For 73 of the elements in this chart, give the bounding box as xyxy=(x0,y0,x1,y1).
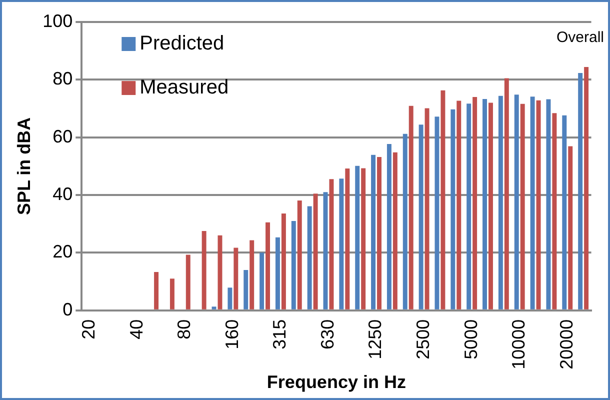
bar xyxy=(228,288,232,310)
bar xyxy=(297,200,302,310)
y-tick-label: 100 xyxy=(42,10,73,31)
bar xyxy=(244,270,248,310)
x-tick-label: 20 xyxy=(78,319,99,340)
bar xyxy=(440,90,446,310)
bar xyxy=(402,134,408,310)
bar xyxy=(456,100,462,310)
x-tick-label: 2500 xyxy=(413,319,434,360)
bar xyxy=(154,272,159,310)
bar xyxy=(488,102,493,310)
legend-label: Predicted xyxy=(140,32,224,55)
bar xyxy=(361,168,366,310)
bar xyxy=(386,144,392,310)
bar xyxy=(260,252,264,310)
bar xyxy=(329,179,334,310)
bar xyxy=(546,99,551,310)
y-axis-title: SPL in dBA xyxy=(14,117,34,216)
y-tick-label: 60 xyxy=(52,126,73,146)
bar xyxy=(530,96,535,310)
bar xyxy=(568,146,573,310)
y-tick-label: 80 xyxy=(52,68,73,89)
bar xyxy=(250,240,254,310)
bar xyxy=(281,213,286,310)
bar xyxy=(313,194,318,310)
bar xyxy=(514,94,519,310)
x-tick-label: 40 xyxy=(126,319,146,340)
bar xyxy=(323,192,328,310)
bar xyxy=(472,96,478,310)
x-tick-label: 5000 xyxy=(460,319,481,360)
bar xyxy=(307,206,312,310)
bar xyxy=(418,124,424,310)
y-tick-label: 40 xyxy=(52,184,73,204)
bar xyxy=(578,73,583,310)
x-tick-label: 20000 xyxy=(556,319,576,370)
x-tick-label: 630 xyxy=(317,319,338,350)
bar xyxy=(392,152,398,310)
bar xyxy=(275,237,280,310)
bar xyxy=(552,113,557,310)
bar xyxy=(212,306,216,310)
bar xyxy=(520,104,525,310)
bar xyxy=(355,166,360,310)
x-tick-label: 315 xyxy=(270,319,290,350)
bar xyxy=(434,116,440,310)
bar xyxy=(186,254,190,310)
x-tick-label: 10000 xyxy=(508,319,529,370)
bar xyxy=(266,222,270,310)
bar xyxy=(562,115,567,310)
annotation: Overall xyxy=(556,29,604,46)
bar xyxy=(170,278,174,310)
y-tick-label: 0 xyxy=(62,299,73,320)
bar xyxy=(202,231,206,310)
bar xyxy=(424,108,430,310)
bar xyxy=(291,220,296,310)
bar xyxy=(408,106,414,310)
y-tick-label: 20 xyxy=(52,242,73,262)
bar xyxy=(466,104,472,310)
bar xyxy=(339,178,344,310)
bar xyxy=(482,98,488,310)
x-tick-label: 160 xyxy=(222,319,242,350)
bar xyxy=(377,156,382,310)
legend-label: Measured xyxy=(140,76,229,99)
bar xyxy=(504,78,509,310)
bar xyxy=(498,96,503,310)
bar xyxy=(345,168,350,310)
x-tick-label: 1250 xyxy=(365,319,386,360)
bar xyxy=(371,154,376,310)
bar xyxy=(584,66,589,310)
bar xyxy=(536,100,541,310)
x-axis-title: Frequency in Hz xyxy=(266,372,406,392)
x-tick-label: 80 xyxy=(174,319,194,340)
bar xyxy=(234,248,238,310)
bar xyxy=(450,109,456,310)
